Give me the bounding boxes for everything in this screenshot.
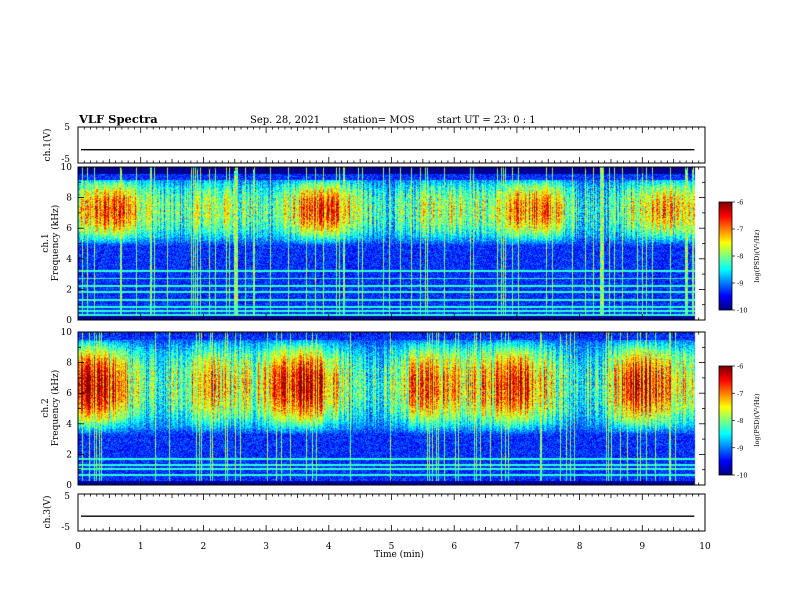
x-tick-label: 8: [577, 542, 583, 552]
ch3-waveform-ytick-top: 5: [64, 492, 70, 502]
y-tick-label: 2: [66, 285, 72, 295]
station-label: station= MOS: [343, 115, 415, 126]
x-tick-label: 3: [263, 542, 269, 552]
colorbar-tick-label: -8: [737, 253, 743, 261]
ch1-colorbar-image: [719, 202, 732, 310]
y-tick-label: 8: [66, 359, 72, 369]
x-tick-label: 4: [326, 542, 332, 552]
x-tick-label: 10: [699, 542, 711, 552]
ch1-waveform-ylabel: ch.1(V): [42, 129, 53, 162]
colorbar-tick-label: -7: [737, 390, 743, 398]
x-tick-label: 1: [138, 542, 144, 552]
x-tick-label: 2: [201, 542, 207, 552]
y-tick-label: 2: [66, 450, 72, 460]
y-tick-label: 4: [66, 255, 72, 265]
ch2-spectrogram-ylabel: Frequency (kHz): [50, 370, 61, 447]
ch1-waveform-ytick-bottom: -5: [61, 155, 70, 165]
colorbar-tick-label: -8: [737, 417, 743, 425]
y-tick-label: 6: [66, 224, 72, 234]
ch3-waveform-ytick-bottom: -5: [61, 523, 70, 533]
y-tick-label: 4: [66, 420, 72, 430]
x-axis-label: Time (min): [374, 549, 424, 560]
ch2-colorbar-label: log(PSD)(V²/Hz): [753, 393, 761, 446]
x-tick-label: 6: [451, 542, 457, 552]
x-tick-label: 9: [639, 542, 645, 552]
ch3-waveform-panel: 5 -5 ch.3(V): [42, 492, 706, 533]
colorbar-tick-label: -6: [737, 363, 743, 371]
x-axis-tick-labels: 0 1 2 3 4 5 6 7 8 9 10: [75, 542, 711, 552]
ch2-colorbar-image: [719, 366, 732, 475]
ch1-spectrogram-ylabel: Frequency (kHz): [50, 205, 61, 282]
ch1-colorbar-label: log(PSD)(V²/Hz): [753, 229, 761, 282]
y-tick-label: 10: [61, 163, 73, 173]
colorbar-tick-label: -10: [737, 472, 747, 480]
start-time-label: start UT = 23: 0 : 1: [437, 115, 536, 126]
ch1-colorbar-ticks: -6 -7 -8 -9 -10: [732, 199, 747, 315]
x-tick-label: 7: [514, 542, 520, 552]
ch1-spectrogram-image: [78, 167, 705, 320]
colorbar-tick-label: -10: [737, 307, 747, 315]
ch1-spectrogram-channel-label: ch.1: [41, 233, 51, 252]
ch2-colorbar-ticks: -6 -7 -8 -9 -10: [732, 363, 747, 480]
y-tick-label: 10: [61, 328, 73, 338]
figure-title: VLF Spectra: [78, 112, 158, 126]
y-tick-label: 0: [66, 481, 72, 491]
x-tick-label: 0: [75, 542, 81, 552]
ch1-waveform-ytick-top: 5: [64, 123, 70, 133]
ch2-spectrogram-panel: 0 2 4 6 8 10 ch.2 Frequency (kHz) -6 -7 -8 -9 -10…: [41, 328, 761, 491]
colorbar-tick-label: -9: [737, 444, 743, 452]
colorbar-tick-label: -9: [737, 280, 743, 288]
ch2-spectrogram-image: [78, 332, 705, 485]
x-tick-label: 5: [389, 542, 395, 552]
y-tick-label: 8: [66, 194, 72, 204]
ch2-spectrogram-channel-label: ch.2: [41, 398, 51, 417]
y-tick-label: 6: [66, 389, 72, 399]
y-tick-label: 0: [66, 316, 72, 326]
colorbar-tick-label: -6: [737, 199, 743, 207]
ch3-waveform-ylabel: ch.3(V): [42, 496, 53, 529]
ch1-spectrogram-panel: 0 2 4 6 8 10 ch.1 Frequency (kHz) -6 -7 -8 -9 -10…: [41, 163, 761, 326]
colorbar-tick-label: -7: [737, 226, 743, 234]
date-label: Sep. 28, 2021: [250, 115, 320, 126]
ch1-waveform-panel: 5 -5 ch.1(V): [42, 123, 706, 165]
